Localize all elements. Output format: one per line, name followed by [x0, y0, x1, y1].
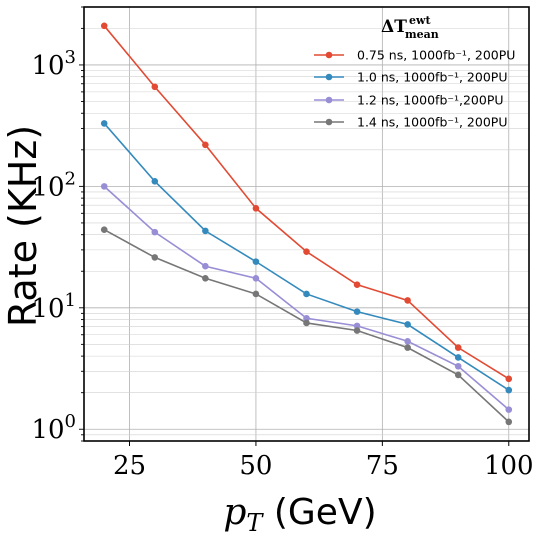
- data-point: [505, 406, 513, 413]
- y-tick-label: 101: [31, 290, 76, 324]
- data-point: [505, 386, 513, 394]
- data-point: [100, 226, 108, 233]
- data-point: [303, 248, 310, 255]
- data-point: [353, 308, 361, 315]
- legend-item: 1.4 ns, 1000fb⁻¹, 200PU: [314, 115, 507, 130]
- series-line: [103, 185, 510, 411]
- plot-frame: [83, 6, 530, 442]
- data-point: [151, 254, 159, 261]
- legend-swatch-marker: [325, 96, 333, 104]
- data-point: [303, 314, 310, 322]
- data-point: [100, 22, 108, 30]
- x-tick-label: 100: [484, 451, 534, 481]
- legend-label: 1.4 ns, 1000fb⁻¹, 200PU: [357, 115, 507, 130]
- data-point: [100, 183, 108, 190]
- data-point: [151, 228, 159, 236]
- data-point: [353, 327, 361, 334]
- data-point: [252, 204, 260, 212]
- series-2: [100, 120, 513, 394]
- data-point: [202, 262, 209, 270]
- legend-title: ΔT: [381, 17, 407, 37]
- legend-label: 1.2 ns, 1000fb⁻¹,200PU: [357, 93, 504, 108]
- legend-item: 1.0 ns, 1000fb⁻¹, 200PU: [314, 70, 507, 85]
- legend-title-sub: mean: [405, 28, 439, 41]
- legend-item: 1.2 ns, 1000fb⁻¹,200PU: [314, 93, 504, 108]
- y-axis-label: Rate (KHz): [1, 125, 45, 327]
- data-point: [252, 290, 260, 298]
- legend-swatch-marker: [325, 73, 333, 81]
- data-point: [454, 362, 462, 370]
- legend-title-sup: ewt: [409, 14, 431, 27]
- legend-label: 0.75 ns, 1000fb⁻¹, 200PU: [357, 48, 515, 63]
- x-tick-label: 50: [239, 451, 272, 481]
- data-point: [454, 354, 462, 361]
- data-point: [202, 274, 209, 282]
- x-axis-label: pT (GeV): [223, 492, 376, 537]
- data-point: [505, 418, 513, 426]
- y-tick-label: 103: [31, 47, 76, 81]
- series-3: [100, 183, 513, 413]
- data-point: [303, 290, 310, 298]
- legend-swatch-marker: [325, 51, 333, 59]
- data-point: [202, 227, 209, 235]
- series-layer: [100, 22, 513, 426]
- data-point: [454, 371, 462, 379]
- axis-ticks: 25 50 75 100 100 101 102 103: [31, 6, 534, 481]
- data-point: [303, 319, 310, 327]
- series-4: [100, 226, 513, 426]
- data-point: [505, 375, 513, 383]
- legend-item: 0.75 ns, 1000fb⁻¹, 200PU: [314, 48, 515, 63]
- data-point: [202, 141, 209, 149]
- data-point: [151, 178, 159, 185]
- data-point: [252, 258, 260, 265]
- series-1: [100, 22, 513, 383]
- data-point: [353, 322, 361, 330]
- data-point: [353, 281, 361, 288]
- legend-swatch-marker: [325, 118, 333, 126]
- data-point: [252, 274, 260, 282]
- data-point: [100, 120, 108, 127]
- legend-label: 1.0 ns, 1000fb⁻¹, 200PU: [357, 70, 507, 85]
- y-tick-label: 102: [31, 168, 76, 202]
- data-point: [404, 337, 411, 345]
- data-point: [404, 321, 411, 328]
- x-tick-label: 75: [366, 451, 399, 481]
- y-tick-label: 100: [31, 411, 76, 445]
- axis-labels: pT (GeV) Rate (KHz): [1, 125, 377, 537]
- x-tick-label: 25: [113, 451, 146, 481]
- data-point: [404, 344, 411, 351]
- data-point: [404, 297, 411, 304]
- data-point: [151, 83, 159, 91]
- data-point: [454, 344, 462, 351]
- series-line: [103, 122, 510, 391]
